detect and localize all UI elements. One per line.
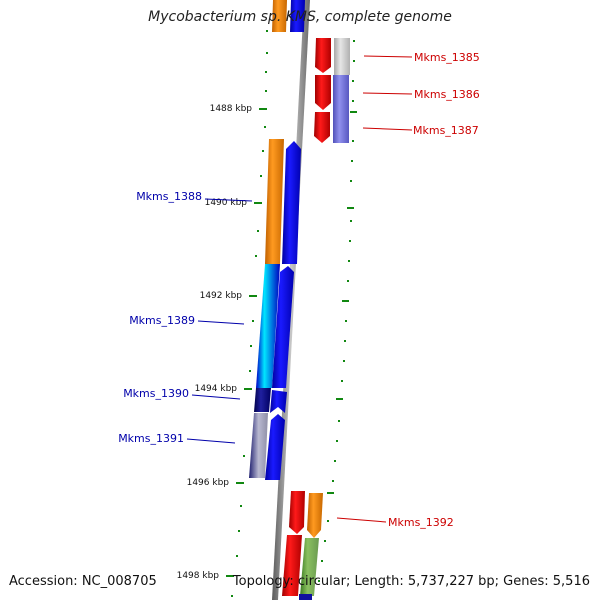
gene-red-bottom-1[interactable] [289, 491, 305, 534]
gene-mkms-1390-block[interactable] [254, 388, 271, 412]
gene-mkms-1388-block[interactable] [265, 139, 284, 264]
outer-dotted-track [231, 30, 357, 597]
gene-purple-block[interactable] [333, 75, 349, 143]
gene-red-bottom-2[interactable] [282, 535, 302, 596]
tick-label-1494: 1494 kbp [195, 384, 238, 394]
label-mkms-1390[interactable]: Mkms_1390 [123, 387, 189, 400]
gene-blue-arrow-3[interactable] [270, 390, 287, 413]
gene-navy-bottom[interactable] [299, 594, 312, 600]
gene-top-blue[interactable] [290, 0, 305, 32]
label-mkms-1392[interactable]: Mkms_1392 [388, 516, 454, 529]
gene-blue-arrow-1[interactable] [282, 141, 301, 264]
gene-mkms-1389-block[interactable] [256, 264, 280, 388]
tick-label-1496: 1496 kbp [187, 478, 230, 488]
right-label-leaders [336, 55, 413, 523]
label-mkms-1386[interactable]: Mkms_1386 [414, 88, 480, 101]
label-mkms-1388[interactable]: Mkms_1388 [136, 190, 202, 203]
label-mkms-1389[interactable]: Mkms_1389 [129, 314, 195, 327]
gene-blue-arrow-4[interactable] [265, 414, 285, 480]
label-mkms-1391[interactable]: Mkms_1391 [118, 432, 184, 445]
gene-mkms-1391-block[interactable] [249, 413, 268, 478]
gene-mkms-1392-arrow[interactable] [307, 493, 323, 538]
tick-label-1492: 1492 kbp [200, 291, 243, 301]
tick-label-1488: 1488 kbp [210, 104, 253, 114]
left-label-leaders [186, 198, 253, 444]
scale-ticks: 1488 kbp 1490 kbp 1492 kbp 1494 kbp 1496… [177, 104, 267, 581]
label-mkms-1385[interactable]: Mkms_1385 [414, 51, 480, 64]
topology-text: Topology: circular; Length: 5,737,227 bp… [232, 574, 590, 589]
gene-mkms-1385-arrow[interactable] [315, 38, 331, 73]
tick-label-1498: 1498 kbp [177, 571, 220, 581]
tick-label-1490: 1490 kbp [205, 198, 248, 208]
genome-title: Mycobacterium sp. KMS, complete genome [148, 9, 452, 25]
label-mkms-1387[interactable]: Mkms_1387 [413, 124, 479, 137]
gene-mkms-1386-arrow[interactable] [315, 75, 331, 110]
gene-top-orange[interactable] [272, 0, 287, 32]
gene-blue-arrow-2[interactable] [272, 266, 294, 388]
gene-green-bottom[interactable] [300, 538, 319, 596]
accession-text: Accession: NC_008705 [9, 574, 157, 589]
gene-mkms-1387-arrow[interactable] [314, 112, 330, 143]
gene-gray-block[interactable] [334, 38, 350, 75]
